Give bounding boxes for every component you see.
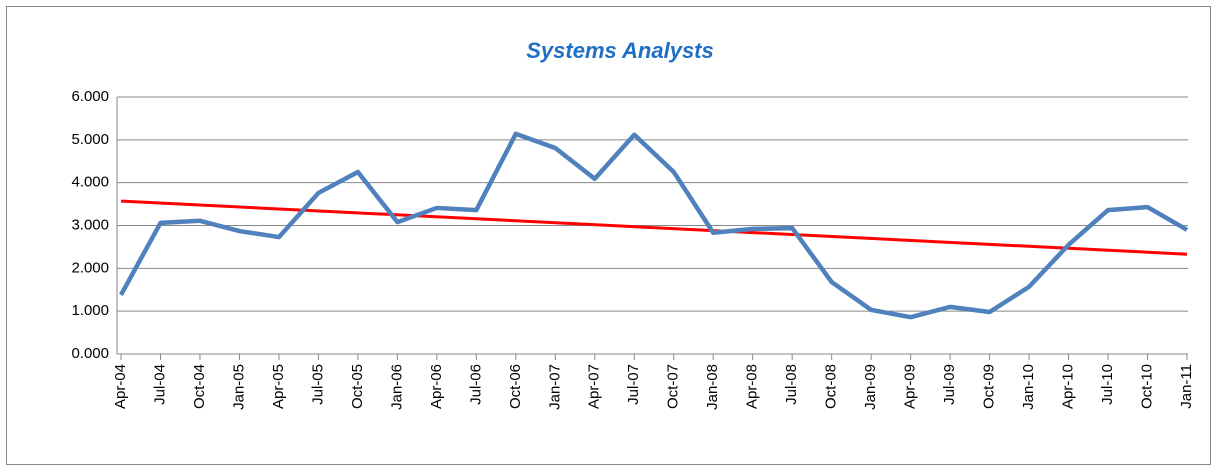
chart-border [6, 6, 1211, 465]
x-tick-label: Jan-06 [388, 364, 405, 410]
x-tick-label: Apr-08 [744, 364, 761, 409]
x-tick-label: Jul-09 [941, 364, 958, 405]
x-tick-label: Jul-06 [467, 364, 484, 405]
x-tick-label: Jul-10 [1099, 364, 1116, 405]
x-tick-label: Jul-05 [309, 364, 326, 405]
x-tick-label: Apr-06 [428, 364, 445, 409]
x-tick-label: Oct-10 [1138, 364, 1155, 409]
y-tick-label: 0.000 [71, 345, 109, 362]
x-tick-label: Apr-09 [902, 364, 919, 409]
y-tick-label: 2.000 [71, 259, 109, 276]
data-line [119, 131, 1189, 320]
y-tick-label: 4.000 [71, 174, 109, 191]
x-tick-label: Jul-08 [783, 364, 800, 405]
x-tick-label: Oct-04 [191, 364, 208, 409]
trend-line [120, 199, 1188, 256]
x-tick-label: Apr-05 [270, 364, 287, 409]
x-tick-label: Jul-07 [625, 364, 642, 405]
x-tick-label: Jan-08 [704, 364, 721, 410]
x-tick-label: Jan-05 [230, 364, 247, 410]
y-tick-label: 6.000 [71, 88, 109, 105]
x-tick-label: Jan-09 [862, 364, 879, 410]
chart-title: Systems Analysts [526, 38, 714, 63]
x-tick-label: Apr-07 [586, 364, 603, 409]
x-tick-label: Oct-09 [981, 364, 998, 409]
x-tick-label: Oct-06 [507, 364, 524, 409]
y-tick-label: 1.000 [71, 302, 109, 319]
x-tick-label: Jan-10 [1020, 364, 1037, 410]
y-tick-label: 3.000 [71, 216, 109, 233]
x-tick-label: Jan-11 [1178, 364, 1195, 409]
x-tick-label: Jan-07 [546, 364, 563, 410]
x-tick-label: Jul-04 [151, 364, 168, 405]
x-tick-label: Apr-04 [112, 364, 129, 409]
x-tick-label: Apr-10 [1060, 364, 1077, 409]
x-tick-label: Oct-05 [349, 364, 366, 409]
x-tick-label: Oct-07 [665, 364, 682, 409]
y-tick-label: 5.000 [71, 131, 109, 148]
x-tick-label: Oct-08 [823, 364, 840, 409]
